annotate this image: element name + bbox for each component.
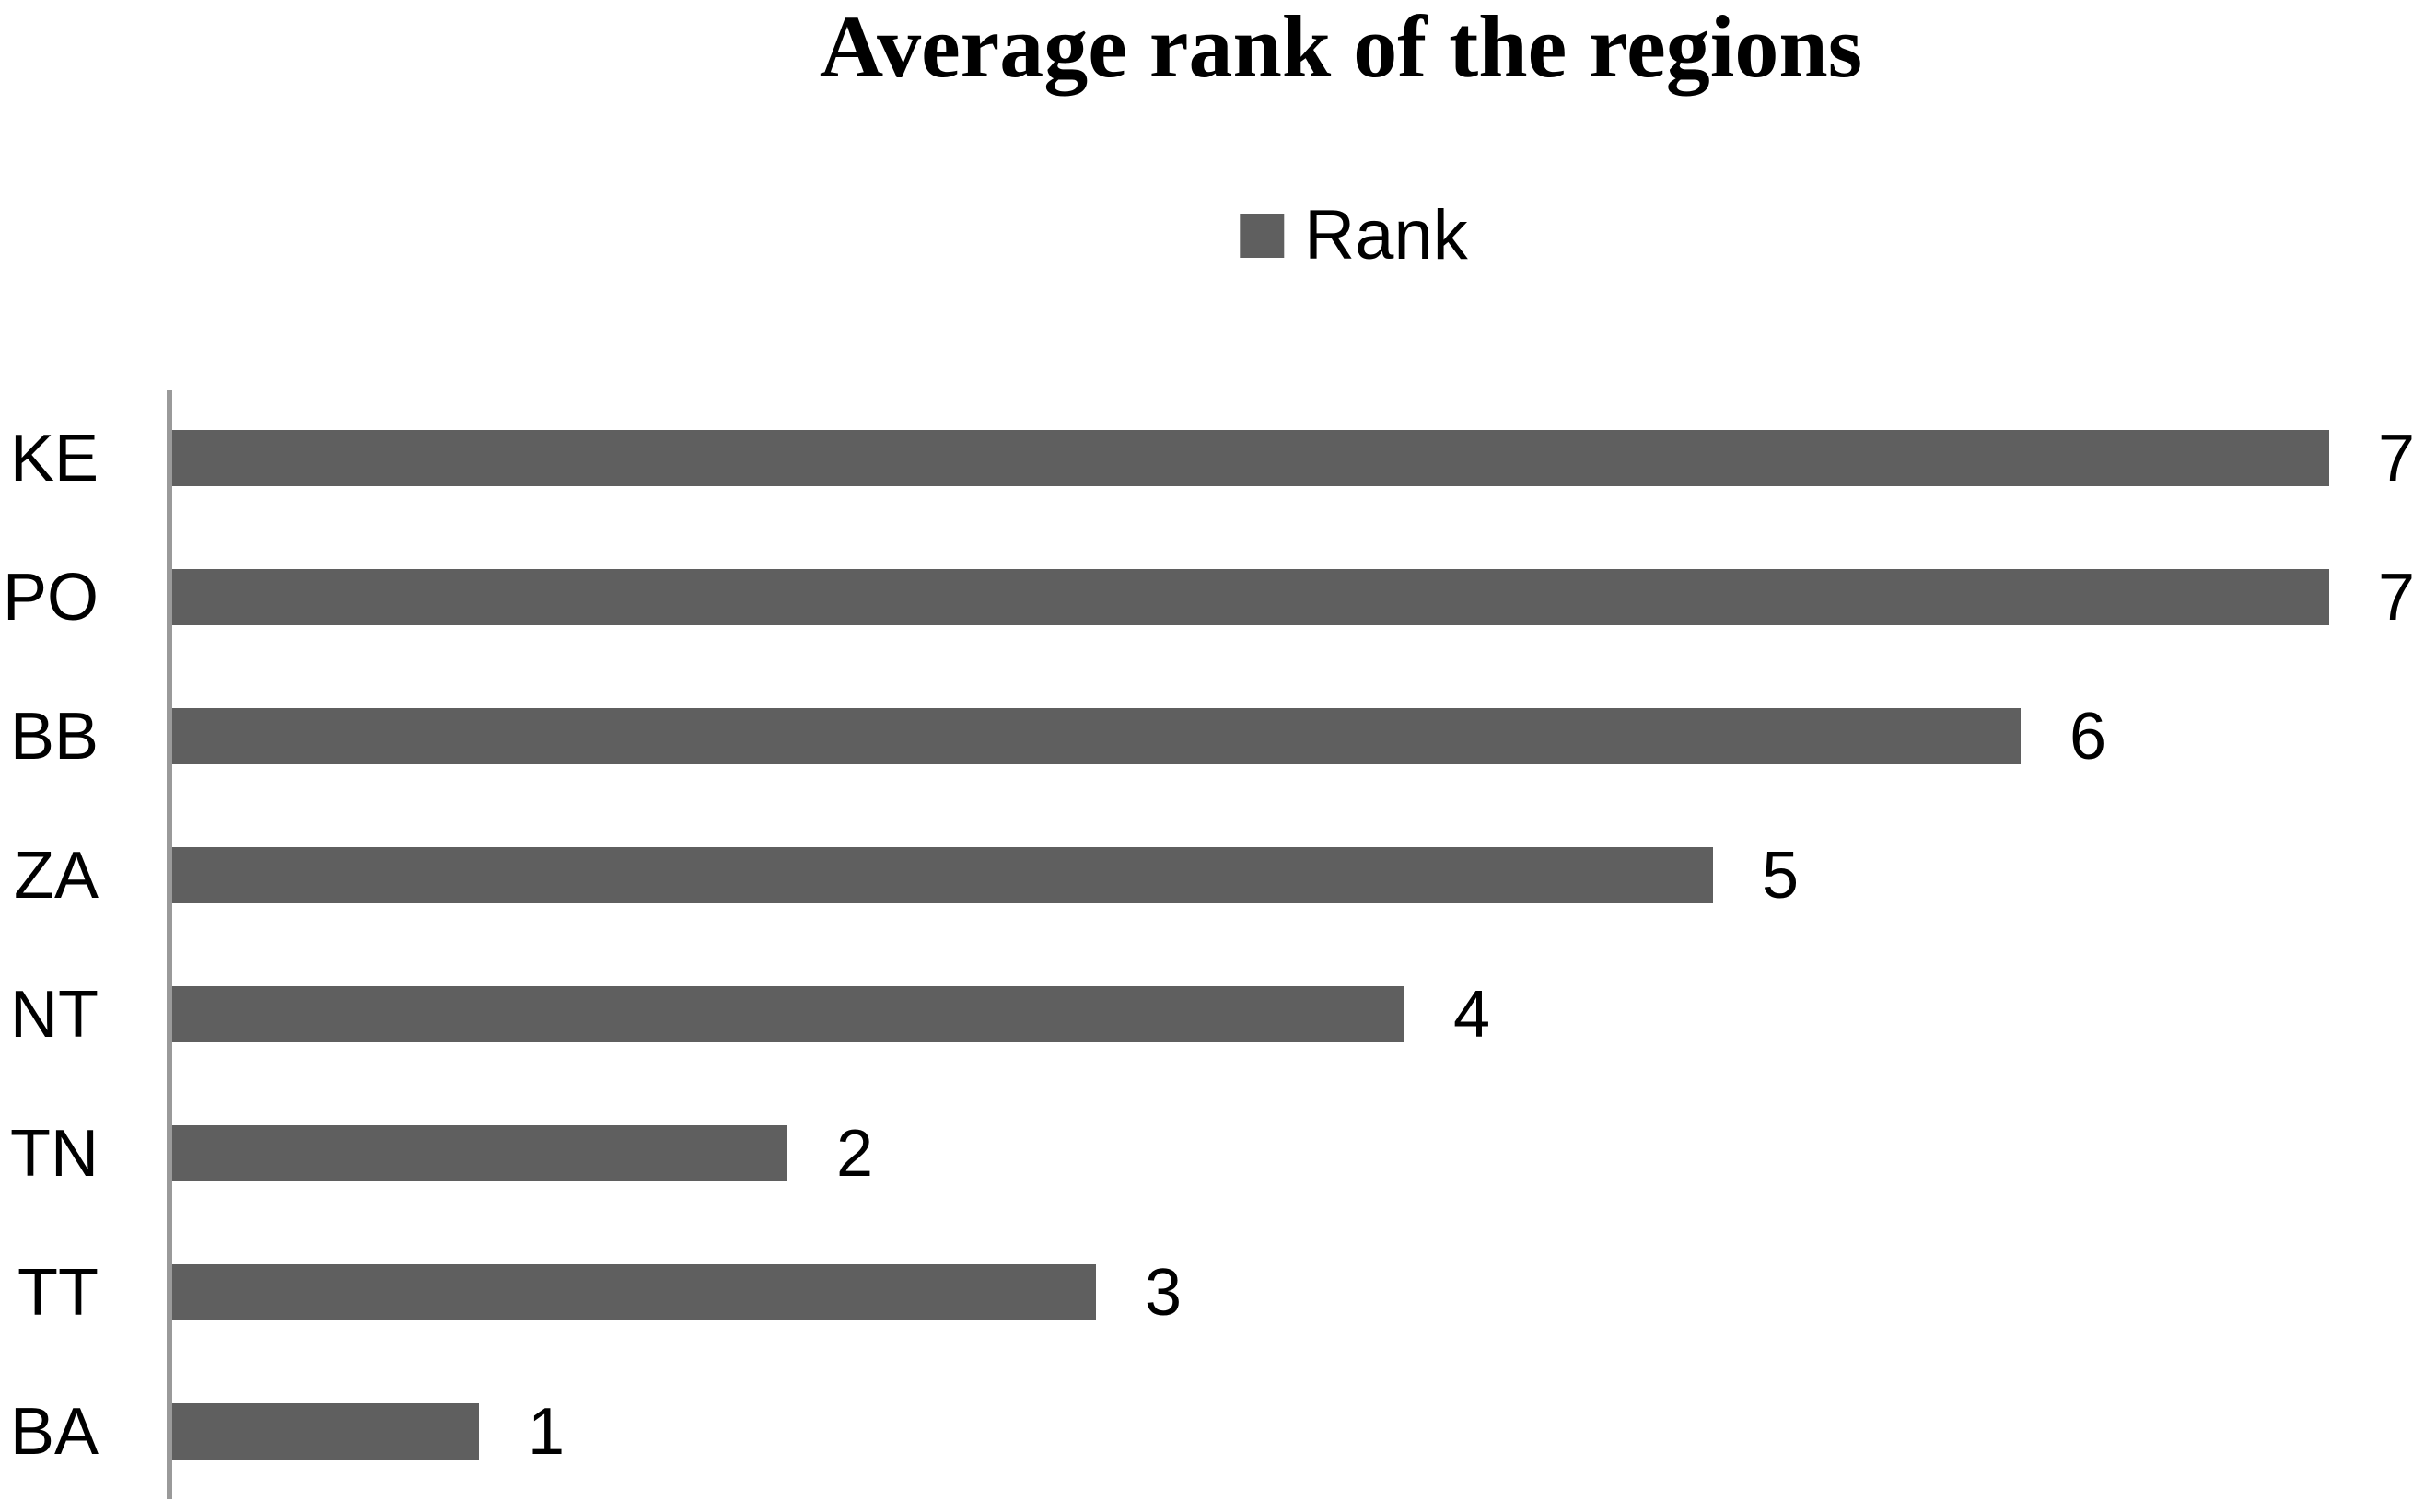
value-label: 1 [528, 1394, 565, 1469]
category-label: NT [10, 977, 99, 1052]
legend: Rank [1240, 196, 1468, 274]
chart-title: Average rank of the regions [819, 0, 1863, 96]
category-label: KE [9, 421, 99, 495]
category-label: BA [9, 1394, 99, 1469]
legend-label: Rank [1304, 196, 1468, 274]
value-label: 7 [2378, 560, 2416, 634]
bar [172, 1125, 787, 1181]
bar [172, 847, 1713, 903]
bar [172, 1403, 479, 1460]
category-label: TN [10, 1116, 99, 1191]
value-label: 2 [836, 1116, 874, 1191]
bar [172, 986, 1404, 1042]
category-label: BB [9, 699, 99, 773]
value-label: 6 [2069, 699, 2107, 773]
category-label: ZA [13, 838, 99, 913]
category-label: TT [17, 1255, 99, 1330]
bar [172, 708, 2021, 764]
category-label: PO [2, 560, 99, 634]
bar [172, 569, 2329, 625]
legend-swatch-icon [1240, 214, 1285, 258]
bar [172, 1264, 1096, 1320]
value-label: 4 [1453, 977, 1491, 1052]
y-axis-line [167, 390, 172, 1499]
bar [172, 430, 2329, 486]
value-label: 3 [1145, 1255, 1183, 1330]
value-label: 7 [2378, 421, 2416, 495]
value-label: 5 [1762, 838, 1800, 913]
